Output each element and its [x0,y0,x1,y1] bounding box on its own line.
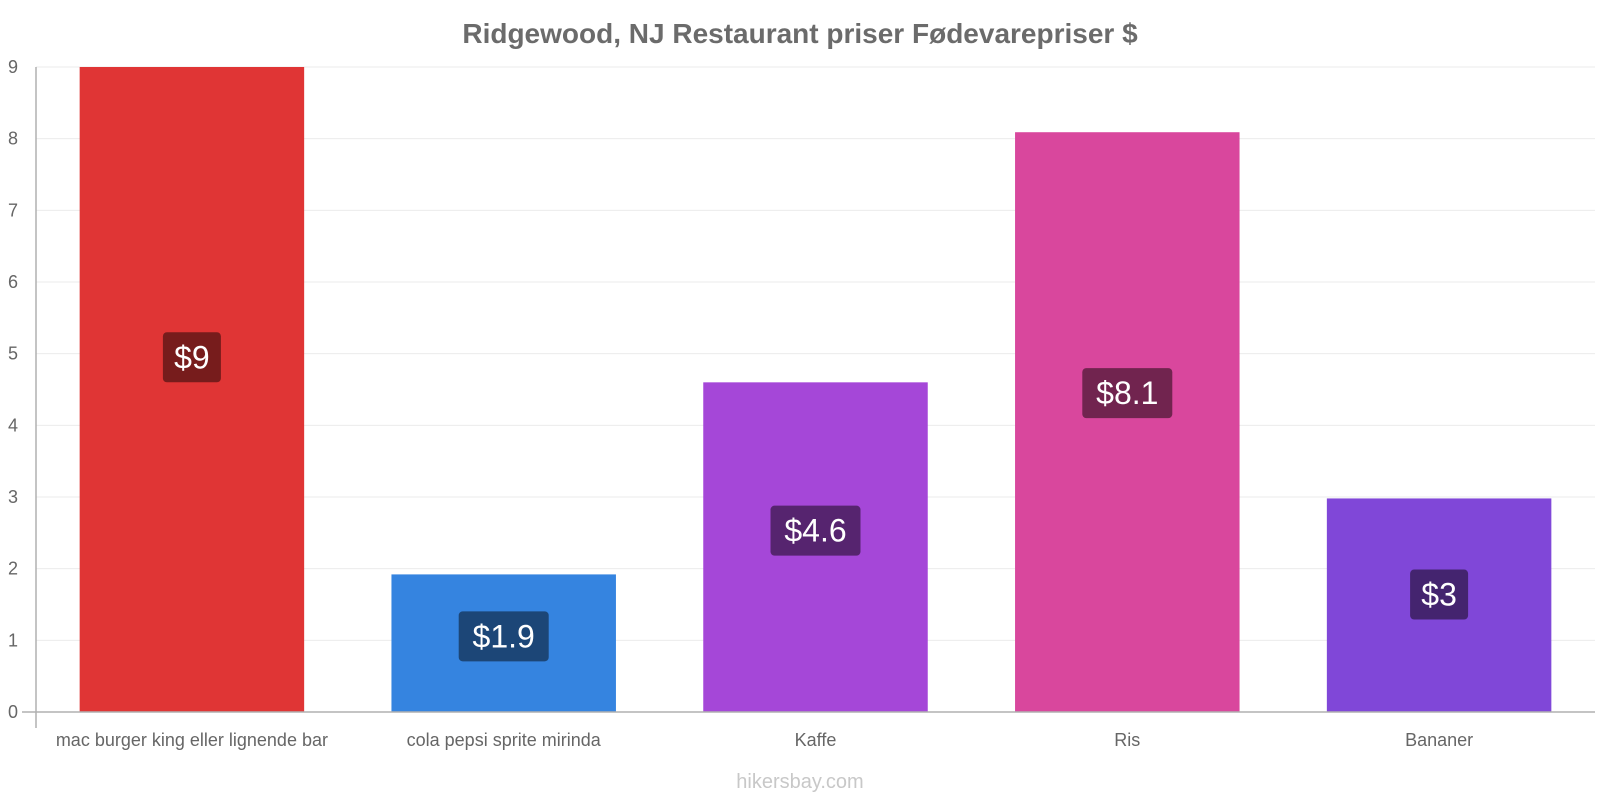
x-axis: mac burger king eller lignende bar cola p… [22,711,1595,750]
value-label: $4.6 [784,513,846,549]
y-tick-label: 1 [8,630,18,650]
x-tick-label: cola pepsi sprite mirinda [407,730,602,750]
value-label-box [770,505,861,556]
chart-title: Ridgewood, NJ Restaurant priser Fødevare… [462,18,1138,49]
y-tick-label: 8 [8,129,18,149]
value-label-box [1410,569,1469,620]
y-tick-label: 7 [8,200,18,220]
y-tick-label: 4 [8,415,18,435]
x-tick-label: mac burger king eller lignende bar [56,730,328,750]
y-tick-label: 9 [8,57,18,77]
footer-watermark: hikersbay.com [736,771,863,793]
y-tick-label: 3 [8,487,18,507]
y-axis: 0 1 2 3 4 5 6 7 8 9 [8,57,37,728]
y-tick-label: 6 [8,272,18,292]
bar [1015,132,1240,712]
value-label-box [458,611,549,662]
y-tick-label: 0 [8,702,18,722]
y-tick-label: 2 [8,559,18,579]
x-tick-label: Ris [1114,730,1140,750]
value-label: $9 [174,339,210,375]
value-label-box [162,332,221,383]
value-label: $8.1 [1096,375,1158,411]
value-label: $3 [1421,577,1457,613]
bars: $9 $1.9 $4.6 $8.1 $3 [79,67,1552,712]
x-tick-label: Bananer [1405,730,1473,750]
x-tick-label: Kaffe [795,730,837,750]
value-label: $1.9 [473,618,535,654]
y-tick-label: 5 [8,344,18,364]
value-label-box [1082,368,1173,419]
bar [79,67,305,712]
